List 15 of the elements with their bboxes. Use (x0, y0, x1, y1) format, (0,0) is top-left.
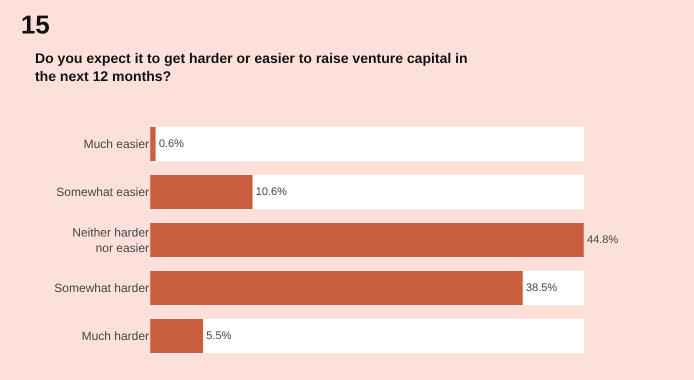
data-label: 5.5% (206, 330, 232, 342)
data-label: 38.5% (526, 282, 558, 294)
y-tick-label: Somewhat harder (54, 281, 149, 296)
data-label: 10.6% (256, 186, 288, 198)
y-tick-label: Neither harder nor easier (72, 225, 149, 255)
chart-subtitle: Do you expect it to get harder or easier to raise venture capital in the next 12 months? (35, 50, 468, 84)
bar (150, 174, 253, 210)
data-label: 0.6% (158, 138, 184, 150)
bar (150, 318, 204, 354)
data-label: 44.8% (587, 234, 618, 246)
y-tick-label: Much harder (82, 329, 149, 344)
chart-title: 15 (20, 9, 50, 40)
y-tick-label: Somewhat easier (56, 185, 149, 200)
bar (150, 126, 156, 162)
y-tick-label: Much easier (84, 137, 149, 152)
